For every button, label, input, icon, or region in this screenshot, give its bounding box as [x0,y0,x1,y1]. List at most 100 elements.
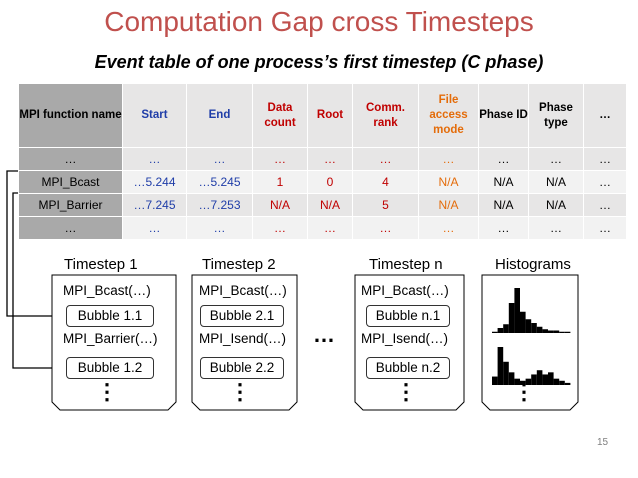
header-phase-type: Phase type [528,83,584,148]
histogram-bar [520,380,526,385]
histogram-bar [514,378,520,385]
table-cell: N/A [418,193,479,217]
bubble-n-1: Bubble n.1 [366,305,450,327]
histogram-bar [531,374,537,385]
connector-bcast-to-bubble-1-1 [6,170,67,322]
timestep-1-call-2: MPI_Barrier(…) [63,331,158,346]
histogram-bar [548,372,554,385]
table-cell: … [186,216,253,240]
table-cell: … [418,216,479,240]
bubble-1-2: Bubble 1.2 [66,357,154,379]
histogram-bar [553,378,560,385]
timestep-n-call-1: MPI_Bcast(…) [361,283,449,298]
timestep-2-call-1: MPI_Bcast(…) [199,283,287,298]
table-cell: … [418,147,479,171]
timestep-n-more-dots: ⋮ [395,379,417,404]
table-cell: N/A [528,170,584,194]
table-cell: … [528,147,584,171]
table-cell: … [528,216,584,240]
connector-barrier-to-bubble-1-2 [12,192,67,374]
histogram-bar [492,331,498,333]
header-data-count: Data count [252,83,308,148]
table-cell: 0 [307,170,353,194]
table-cell: N/A [478,170,529,194]
bubble-2-1: Bubble 2.1 [200,305,284,327]
table-row: … … … … … … … … … … [18,216,627,240]
table-cell: …7.253 [186,193,253,217]
table-cell: … [252,147,308,171]
header-end: End [186,83,253,148]
table-cell: … [18,216,123,240]
timestep-2-label: Timestep 2 [202,256,276,273]
histogram-bar [553,330,560,333]
table-cell: N/A [478,193,529,217]
header-root: Root [307,83,353,148]
histogram-bar [520,311,526,333]
table-cell: … [122,216,187,240]
event-table: MPI function name Start End Data count R… [18,83,627,240]
page-number: 15 [597,437,609,448]
histograms-label: Histograms [495,256,571,273]
slide-title: Computation Gap cross Timesteps [104,6,534,37]
histogram-bar [548,330,554,333]
table-row: MPI_Barrier …7.245 …7.253 N/A N/A 5 N/A … [18,193,627,217]
timestep-n-call-2: MPI_Isend(…) [361,331,449,346]
header-file-access-mode: File access mode [418,83,479,148]
table-cell: …7.245 [122,193,187,217]
bubble-n-2: Bubble n.2 [366,357,450,379]
table-cell: N/A [307,193,353,217]
table-cell: … [583,193,627,217]
histogram-bar [497,328,504,333]
timestep-2-more-dots: ⋮ [229,379,251,404]
header-comm-rank: Comm. rank [352,83,419,148]
table-cell: … [478,147,529,171]
timestep-n-label: Timestep n [369,256,443,273]
table-cell: N/A [418,170,479,194]
histogram-bar [564,331,571,333]
timestep-2-call-2: MPI_Isend(…) [199,331,287,346]
histogram-2 [492,347,571,385]
table-cell: 1 [252,170,308,194]
timestep-1-more-dots: ⋮ [96,379,118,404]
table-cell: 4 [352,170,419,194]
histograms-more-dots: ⋮ [513,379,535,404]
timestep-1-label: Timestep 1 [64,256,138,273]
histogram-bar [492,376,498,385]
table-cell: …5.244 [122,170,187,194]
histogram-bar [531,323,537,333]
timestep-1-call-1: MPI_Bcast(…) [63,283,151,298]
header-more: … [583,83,627,148]
table-cell: … [307,147,353,171]
histogram-bar [503,324,509,333]
bubble-2-2: Bubble 2.2 [200,357,284,379]
bubble-1-1: Bubble 1.1 [66,305,154,327]
histogram-bar [525,378,532,385]
table-cell: … [352,216,419,240]
table-cell: … [583,216,627,240]
histogram-bar [536,370,543,385]
histogram-bar [497,347,504,385]
histogram-bar [503,361,509,385]
table-cell: MPI_Bcast [18,170,123,194]
table-cell: … [252,216,308,240]
histogram-bar [542,329,548,333]
slide-subtitle: Event table of one process’s first times… [94,52,544,72]
histogram-bar [542,374,548,385]
table-cell: N/A [252,193,308,217]
table-row: MPI_Bcast …5.244 …5.245 1 0 4 N/A N/A N/… [18,170,627,194]
histogram-bar [514,288,520,333]
table-cell: … [583,147,627,171]
header-mpi-function-name: MPI function name [18,83,123,148]
histogram-bar [525,319,532,333]
histogram-1 [492,288,571,333]
header-phase-id: Phase ID [478,83,529,148]
table-cell: 5 [352,193,419,217]
table-cell: … [307,216,353,240]
histogram-bar [508,303,515,333]
histogram-bar [559,331,565,333]
histogram-bar [508,372,515,385]
histogram-bar [559,380,565,385]
histogram-bar [564,382,571,385]
timesteps-ellipsis: … [313,322,335,347]
